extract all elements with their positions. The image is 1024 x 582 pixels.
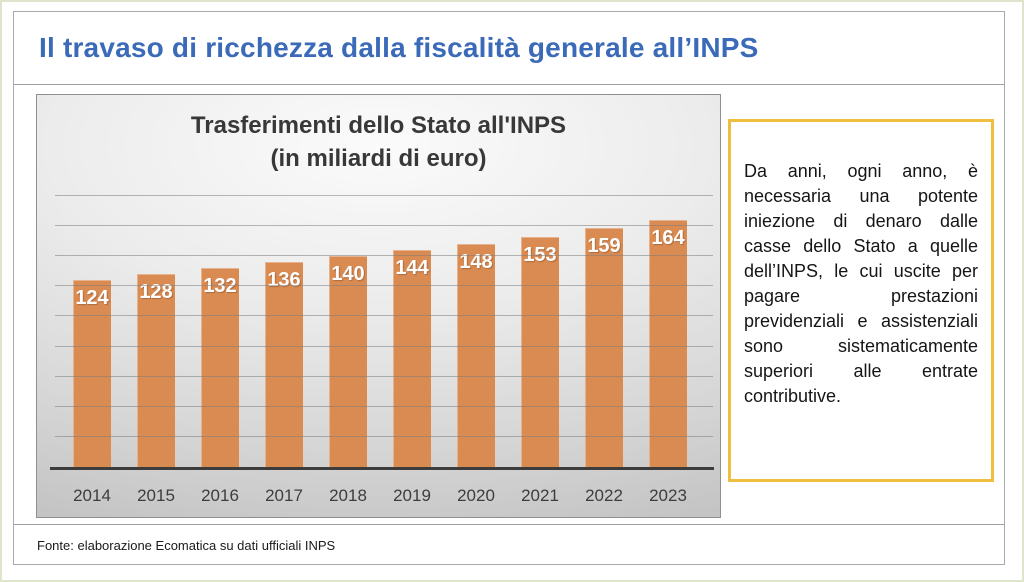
gridline <box>55 315 713 317</box>
bar-chart: Trasferimenti dello Stato all'INPS (in m… <box>36 94 721 518</box>
bar-column: 128 <box>124 274 188 467</box>
gridline <box>55 375 713 377</box>
bar-column: 124 <box>60 280 124 467</box>
footer-divider <box>14 524 1004 525</box>
bar-column: 148 <box>444 244 508 467</box>
bar: 132 <box>201 268 239 467</box>
plot-columns: 124 128 132 136 140 144 148 153 159 164 <box>60 196 700 467</box>
bar: 140 <box>329 256 367 467</box>
bar-column: 132 <box>188 268 252 467</box>
bar-column: 144 <box>380 250 444 467</box>
x-axis-line <box>50 467 714 470</box>
x-axis-label: 2019 <box>393 486 431 505</box>
bar: 144 <box>393 250 431 467</box>
bar: 164 <box>649 220 687 467</box>
bar-value-label: 140 <box>331 263 365 286</box>
page-title: Il travaso di ricchezza dalla fiscalità … <box>39 32 759 63</box>
title-band: Il travaso di ricchezza dalla fiscalità … <box>14 12 1004 84</box>
x-axis-label: 2021 <box>521 486 559 505</box>
x-axis-label: 2018 <box>329 486 367 505</box>
x-axis-label: 2023 <box>649 486 687 505</box>
x-axis-labels: 2014 2015 2016 2017 2018 2019 2020 2021 2022 2023 <box>60 482 700 510</box>
bar: 124 <box>73 280 111 467</box>
footer-band: Fonte: elaborazione Ecomatica su dati uf… <box>14 525 1004 566</box>
gridline <box>55 285 713 287</box>
x-axis-label: 2016 <box>201 486 239 505</box>
bar-value-label: 124 <box>75 287 109 310</box>
bar-column: 164 <box>636 220 700 467</box>
gridline <box>55 435 713 437</box>
bar-column: 159 <box>572 227 636 467</box>
bar: 148 <box>457 244 495 467</box>
bar: 159 <box>585 227 623 467</box>
chart-title: Trasferimenti dello Stato all'INPS <box>190 112 567 139</box>
gridline <box>55 195 713 196</box>
note-text: Da anni, ogni anno, è necessaria una pot… <box>744 161 978 406</box>
bar-value-label: 153 <box>523 243 557 266</box>
title-divider <box>14 84 1004 85</box>
bar-value-label: 148 <box>459 251 493 274</box>
x-axis-label: 2014 <box>73 486 111 505</box>
bar: 136 <box>265 262 303 467</box>
bar-value-label: 164 <box>651 227 685 250</box>
x-axis-label: 2015 <box>137 486 175 505</box>
bar: 128 <box>137 274 175 467</box>
chart-subtitle: (in miliardi di euro) <box>270 145 487 172</box>
source-text: Fonte: elaborazione Ecomatica su dati uf… <box>37 538 336 553</box>
bar-value-label: 128 <box>139 281 173 304</box>
bar-value-label: 144 <box>395 257 429 280</box>
x-axis-label: 2022 <box>585 486 623 505</box>
x-axis-label: 2017 <box>265 486 303 505</box>
bar-column: 136 <box>252 262 316 467</box>
gridline <box>55 405 713 407</box>
gridline <box>55 345 713 347</box>
chart-title-block: Trasferimenti dello Stato all'INPS (in m… <box>37 109 720 175</box>
bar-column: 153 <box>508 236 572 467</box>
gridline <box>55 225 713 227</box>
slide-card: Il travaso di ricchezza dalla fiscalità … <box>13 11 1005 565</box>
gridline <box>55 255 713 257</box>
bar-value-label: 136 <box>267 269 301 292</box>
x-axis-label: 2020 <box>457 486 495 505</box>
note-box: Da anni, ogni anno, è necessaria una pot… <box>728 119 994 482</box>
bar-column: 140 <box>316 256 380 467</box>
bar: 153 <box>521 236 559 467</box>
bar-value-label: 159 <box>587 234 621 257</box>
bar-value-label: 132 <box>203 275 237 298</box>
